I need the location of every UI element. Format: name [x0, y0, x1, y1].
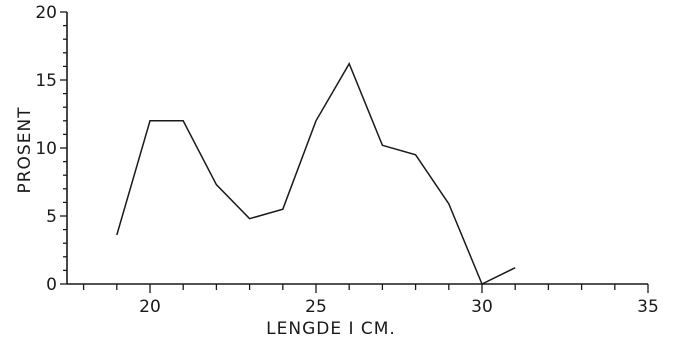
chart-tick-labels: 20 25 30 35 0 5 10 15 20 — [35, 3, 658, 317]
x-axis-label: LENGDE I CM. — [266, 319, 396, 339]
chart-ticks — [60, 11, 649, 293]
x-tick-label: 20 — [139, 297, 161, 317]
y-tick-label: 5 — [46, 207, 57, 227]
y-tick-label: 15 — [35, 71, 57, 91]
chart-axes — [66, 12, 648, 285]
series-line — [116, 62, 516, 286]
y-tick-label: 0 — [46, 275, 57, 295]
y-tick-label: 20 — [35, 3, 57, 23]
x-tick-label: 25 — [305, 297, 327, 317]
y-axis-label: PROSENT — [15, 106, 35, 193]
y-tick-label: 10 — [35, 139, 57, 159]
x-tick-label: 35 — [637, 297, 659, 317]
chart-series — [116, 62, 516, 286]
x-tick-label: 30 — [471, 297, 493, 317]
